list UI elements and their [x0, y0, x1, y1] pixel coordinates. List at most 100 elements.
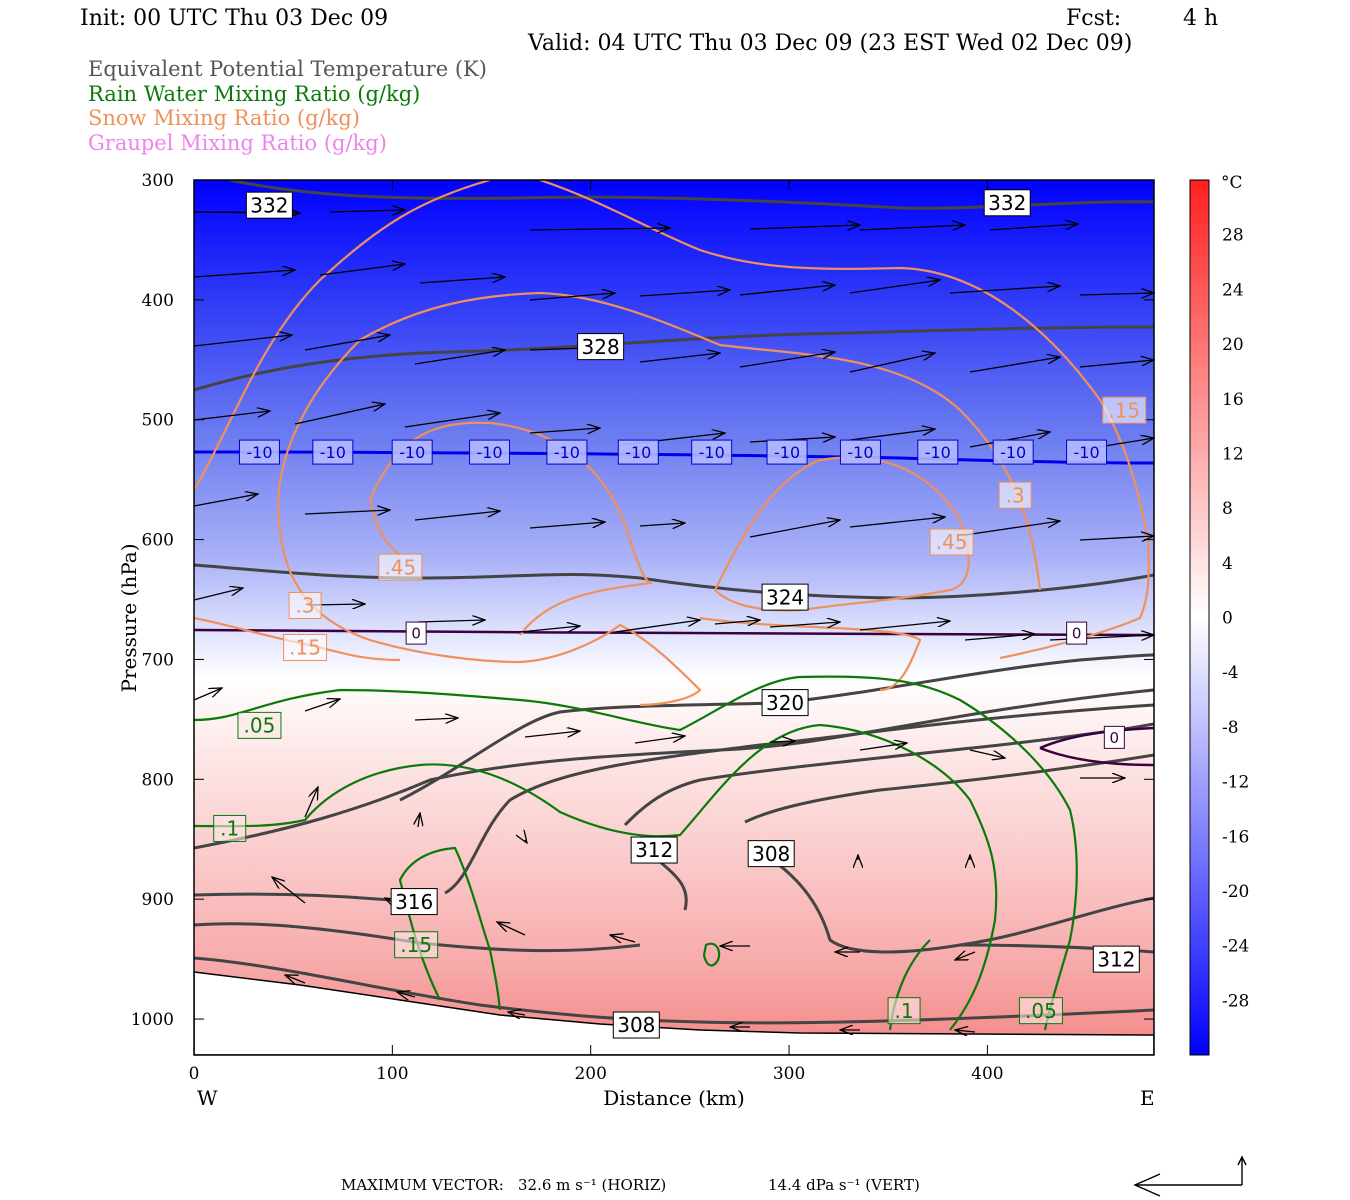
x-tick-label: 0	[189, 1064, 200, 1084]
isotherm-minus10-label: -10	[246, 443, 272, 462]
wind-vector	[304, 335, 390, 351]
theta-e-label-box	[612, 1011, 660, 1039]
colorbar-tick-label: 16	[1222, 390, 1244, 410]
x-axis-east-label: E	[1140, 1086, 1155, 1110]
wind-vector	[193, 270, 295, 278]
wind-vector	[859, 621, 950, 631]
wind-vectors	[193, 210, 1154, 1032]
colorbar-tick-label: 0	[1222, 609, 1233, 629]
wind-vector	[1079, 536, 1154, 540]
snow-label: .3	[296, 594, 315, 618]
theta-e-label: 312	[1097, 947, 1135, 971]
wind-vector	[639, 353, 720, 363]
x-axis-title: Distance (km)	[603, 1086, 745, 1110]
wind-vector	[714, 620, 760, 624]
y-axis-title: Pressure (hPa)	[117, 544, 141, 693]
colorbar-tick-label: -20	[1222, 882, 1249, 902]
theta-e-label: 308	[617, 1013, 655, 1037]
isotherm-minus10-label: -10	[925, 443, 951, 462]
wind-vector	[319, 264, 405, 276]
rain-contour	[194, 675, 1078, 1031]
colorbar-tick-label: 24	[1222, 280, 1244, 300]
colorbar-tick-label: -12	[1222, 773, 1249, 793]
wind-vector	[193, 688, 222, 701]
wind-vector	[749, 437, 835, 442]
snow-contour	[368, 421, 654, 636]
wind-vector	[404, 413, 500, 428]
wind-vector	[769, 622, 840, 627]
isotherm-minus10-label: -10	[774, 443, 800, 462]
isotherm-minus10-label: -10	[699, 443, 725, 462]
theta-e-contour	[194, 688, 1154, 850]
theta-e-label-box	[390, 888, 438, 916]
isotherm-zero-label-box	[1103, 725, 1125, 749]
isotherm-minus10-label: -10	[1073, 443, 1099, 462]
wind-vector	[529, 228, 670, 230]
colorbar-unit: °C	[1221, 173, 1243, 193]
theta-e-label-box	[761, 689, 809, 717]
isotherm-minus10-label-box	[1066, 439, 1108, 465]
wind-vector	[497, 922, 526, 936]
wind-vector	[294, 404, 385, 425]
snow-label: .15	[1108, 398, 1140, 422]
isotherm-minus10-label-box	[992, 439, 1034, 465]
y-tick-label: 300	[142, 171, 174, 191]
isotherm-minus10-label: -10	[1000, 443, 1026, 462]
rain-contour	[702, 942, 721, 967]
wind-vector	[519, 626, 580, 633]
max-vector-vertical: 14.4 dPa s⁻¹ (VERT)	[768, 1176, 920, 1194]
wind-vector	[304, 699, 340, 712]
theta-e-contour	[659, 860, 688, 911]
wind-vector	[193, 494, 258, 507]
wind-vector	[1079, 360, 1154, 368]
theta-e-label: 320	[766, 691, 804, 715]
wind-vector	[418, 813, 420, 828]
wind-vector	[969, 432, 1050, 448]
rain-contour	[194, 723, 998, 1031]
x-tick-label: 300	[773, 1064, 805, 1084]
colorbar-tick-label: -4	[1222, 663, 1239, 683]
wind-vector	[749, 520, 840, 538]
wind-vector	[304, 510, 390, 514]
wind-vector	[955, 952, 976, 960]
isotherm-minus10-label: -10	[625, 443, 651, 462]
isotherm-minus10-label-box	[917, 439, 959, 465]
theta-e-label: 324	[766, 585, 804, 609]
wind-vector	[285, 975, 306, 983]
wind-vector	[525, 840, 527, 843]
rain-contour	[398, 846, 502, 1011]
wind-vector	[634, 736, 685, 744]
wind-vector	[739, 285, 835, 296]
rain-label-box	[213, 814, 247, 842]
isotherm-minus10-label: -10	[399, 443, 425, 462]
max-vector-horizontal: 32.6 m s⁻¹ (HORIZ)	[518, 1176, 667, 1194]
isotherm-minus10-label-box	[617, 439, 659, 465]
isotherm-minus10-label-box	[766, 439, 808, 465]
wind-vector	[849, 280, 940, 294]
wind-vector	[193, 335, 292, 347]
y-tick-label: 600	[142, 531, 174, 551]
rain-label-box	[887, 997, 921, 1025]
wind-vector	[749, 225, 860, 229]
legend-graupel: Graupel Mixing Ratio (g/kg)	[88, 131, 387, 155]
wind-vector	[964, 521, 1060, 536]
theta-e-label-box	[983, 189, 1031, 217]
y-tick-label: 900	[142, 890, 174, 910]
snow-contour	[277, 291, 1042, 591]
y-tick-label: 400	[142, 291, 174, 311]
isotherm-zero-label: 0	[1072, 624, 1082, 642]
rain-label: .1	[220, 817, 239, 841]
legend-snow: Snow Mixing Ratio (g/kg)	[88, 106, 360, 130]
colorbar-tick-label: -28	[1222, 991, 1249, 1011]
colorbar-tick-label: -8	[1222, 718, 1239, 738]
theta-e-contour	[774, 860, 1154, 954]
forecast-hour: 4 h	[1183, 6, 1219, 31]
max-vector-label: MAXIMUM VECTOR:	[341, 1176, 504, 1194]
rain-label: .05	[244, 714, 276, 738]
wind-vector	[417, 620, 485, 622]
wind-vector	[1079, 293, 1154, 295]
isotherm-minus10-label-box	[546, 439, 588, 465]
wind-vector	[739, 352, 835, 368]
isotherm-zero-label: 0	[411, 624, 421, 642]
wind-vector	[614, 620, 700, 633]
